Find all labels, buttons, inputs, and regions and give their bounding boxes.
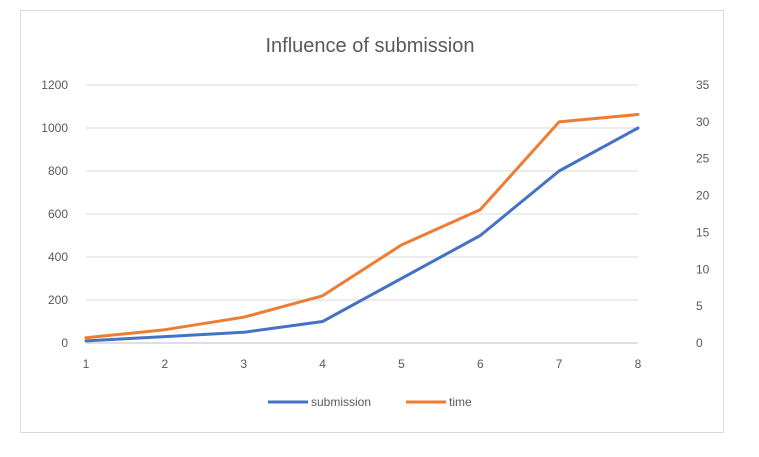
right-tick-label: 30: [696, 115, 710, 129]
left-tick-label: 1000: [41, 121, 68, 135]
gridlines: [86, 84, 638, 344]
x-tick-label: 7: [556, 357, 563, 371]
left-tick-label: 1200: [41, 78, 68, 92]
right-tick-label: 5: [696, 299, 703, 313]
chart-title: Influence of submission: [265, 35, 474, 57]
x-tick-label: 1: [83, 357, 90, 371]
x-tick-label: 5: [398, 357, 405, 371]
right-tick-label: 10: [696, 262, 710, 276]
right-tick-label: 15: [696, 225, 710, 239]
x-tick-label: 2: [162, 357, 169, 371]
left-axis-ticks: 0 200 400 600 800 1000 1200: [41, 78, 68, 350]
x-tick-label: 3: [240, 357, 247, 371]
x-axis-ticks: 1 2 3 4 5 6 7 8: [83, 357, 642, 371]
right-tick-label: 25: [696, 152, 710, 166]
series-lines: [84, 113, 640, 343]
right-tick-label: 35: [696, 78, 710, 92]
right-tick-label: 0: [696, 336, 703, 350]
left-tick-label: 0: [61, 336, 68, 350]
series-line-time: [84, 113, 640, 340]
legend-label-time: time: [449, 395, 472, 409]
chart-area: [20, 10, 724, 433]
left-tick-label: 600: [48, 207, 68, 221]
left-tick-label: 200: [48, 293, 68, 307]
series-line-submission: [84, 126, 640, 343]
right-axis-ticks: 0 5 10 15 20 25 30 35: [696, 78, 710, 350]
x-tick-label: 4: [319, 357, 326, 371]
left-tick-label: 800: [48, 164, 68, 178]
x-tick-label: 6: [477, 357, 484, 371]
left-tick-label: 400: [48, 250, 68, 264]
right-tick-label: 20: [696, 189, 710, 203]
legend-label-submission: submission: [311, 395, 371, 409]
x-tick-label: 8: [635, 357, 642, 371]
legend: submission time: [268, 395, 472, 409]
